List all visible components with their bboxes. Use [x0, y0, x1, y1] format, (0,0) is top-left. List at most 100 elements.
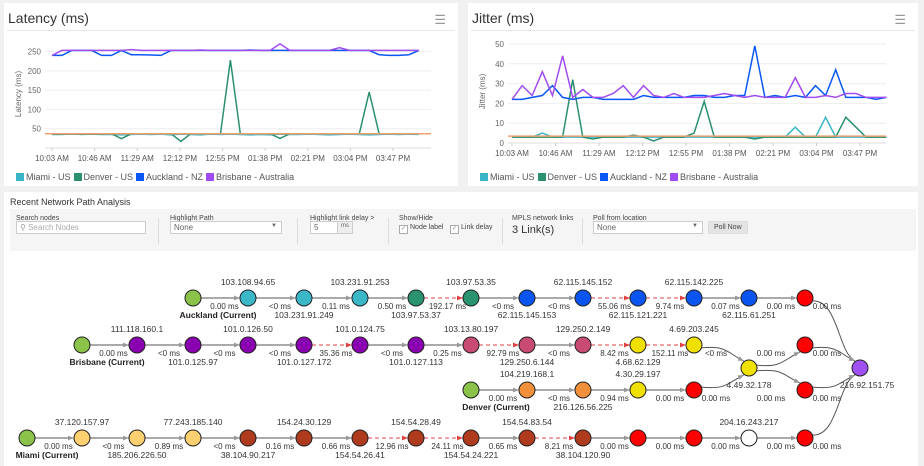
node-b1 [128, 336, 146, 354]
link-delay-label: 0.00 ms [44, 442, 72, 451]
showhide-label: Show/Hide [399, 215, 433, 222]
node-a8 [629, 289, 647, 307]
hamburger-menu-icon[interactable]: ☰ [434, 12, 446, 27]
node-d4 [685, 381, 703, 399]
link [811, 346, 856, 362]
node-label-checkbox[interactable]: ✓ Node label [399, 224, 443, 234]
node-ip-label: 38.104.120.90 [556, 450, 611, 460]
x-tick-label: 10:46 AM [539, 149, 573, 158]
node-b8 [518, 336, 536, 354]
legend-item[interactable]: Brisbane - Australia [670, 172, 758, 182]
node-a1 [239, 289, 257, 307]
search-input[interactable]: ⚲ Search Nodes [16, 221, 146, 234]
source-node-label: Denver (Current) [462, 402, 530, 412]
x-tick-label: 10:03 AM [495, 149, 529, 158]
link-delay-label: 192.17 ms [429, 302, 466, 311]
y-tick-label: 20 [495, 99, 504, 108]
x-tick-label: 02:21 PM [756, 149, 791, 158]
y-tick-label: 30 [495, 80, 504, 89]
node-m9 [518, 429, 536, 447]
node-b12 [796, 336, 814, 354]
source-node-label: Auckland (Current) [180, 310, 257, 320]
link-delay-label: 0.25 ms [433, 349, 461, 358]
legend-item[interactable]: Miami - US [16, 172, 71, 182]
x-tick-label: 01:38 PM [248, 154, 283, 163]
link-delay-label: 0.00 ms [99, 349, 127, 358]
node-b2 [184, 336, 202, 354]
link-delay-label: 8.42 ms [600, 349, 628, 358]
x-tick-label: 12:55 PM [205, 154, 240, 163]
link-delay-label: 0.00 ms [767, 302, 795, 311]
legend-item[interactable]: Miami - US [480, 172, 535, 182]
y-tick-label: 50 [495, 40, 504, 49]
source-node-label: Brisbane (Current) [69, 357, 144, 367]
node-b11 [685, 336, 703, 354]
latency-chart: 50 100 150 200 250 10:03 AM 10:46 AM 11:29 AM 12… [14, 43, 431, 163]
legend-label: Brisbane - Australia [680, 172, 759, 182]
divider [502, 218, 503, 244]
link-delay-label: 0.00 ms [600, 442, 628, 451]
node-ip-label: 37.120.157.97 [55, 417, 110, 427]
legend-swatch [537, 173, 546, 181]
node-m7 [407, 429, 425, 447]
legend-item[interactable]: Auckland - NZ [136, 172, 203, 182]
node-a9 [685, 289, 703, 307]
node-ip-label: 129.250.6.144 [500, 357, 555, 367]
link-delay-label: <0 ms [269, 349, 291, 358]
node-h [740, 359, 758, 377]
node-ip-label: 103.108.94.65 [221, 277, 276, 287]
node-label-text: Node label [410, 224, 444, 231]
link-delay-label: 0.00 ms [757, 394, 785, 403]
node-ip-label: 103.97.53.37 [391, 310, 441, 320]
node-ip-label: 104.219.168.1 [500, 369, 555, 379]
legend-item[interactable]: Auckland - NZ [600, 172, 667, 182]
node-ip-label: 103.13.80.197 [444, 324, 499, 334]
y-tick-label: 200 [28, 67, 42, 76]
link [755, 351, 801, 367]
link-delay-label: Highlight link delay > [310, 215, 375, 222]
legend-item[interactable]: Brisbane - Australia [206, 172, 294, 182]
node-m6 [351, 429, 369, 447]
node-m11 [629, 429, 647, 447]
node-ip-label: 62.115.145.152 [554, 277, 613, 287]
link-delay-label: 0.00 ms [489, 394, 517, 403]
link-delay-label: 0.65 ms [489, 442, 517, 451]
node-b10 [629, 336, 647, 354]
link-delay-input[interactable]: 5 [310, 221, 338, 234]
legend-label: Denver - US [547, 172, 598, 182]
node-ip-label: 103.231.91.253 [330, 277, 389, 287]
y-tick-label: 50 [32, 125, 41, 134]
link-delay-label: <0 ms [381, 349, 403, 358]
x-tick-label: 11:29 AM [582, 149, 616, 158]
jitter-title: Jitter (ms) [472, 10, 535, 26]
node-ip-label: 129.250.2.149 [556, 324, 611, 334]
node-ip-label: 4.68.62.129 [616, 357, 661, 367]
legend-swatch [206, 173, 215, 181]
link-delay-checkbox[interactable]: ✓ Link delay [450, 224, 493, 234]
x-tick-label: 10:46 AM [78, 154, 112, 163]
link-delay-label: 9.74 ms [656, 302, 684, 311]
link-delay-unit: ms [337, 221, 353, 234]
link [811, 374, 856, 436]
link-delay-label: 0.07 ms [711, 302, 739, 311]
legend-item[interactable]: Denver - US [73, 172, 133, 182]
legend-label: Brisbane - Australia [216, 172, 295, 182]
node-m0 [18, 429, 36, 447]
node-a7 [574, 289, 592, 307]
hamburger-menu-icon[interactable]: ☰ [894, 12, 906, 27]
link-delay-label: 0.00 ms [813, 349, 841, 358]
y-tick-label: 10 [495, 119, 504, 128]
x-tick-label: 03:04 PM [799, 149, 834, 158]
legend-swatch [600, 173, 609, 181]
node-b0 [73, 336, 91, 354]
node-ip-label: 154.54.83.54 [502, 417, 552, 427]
legend-item[interactable]: Denver - US [537, 172, 598, 182]
x-tick-label: 02:21 PM [291, 154, 326, 163]
highlight-path-select[interactable]: None ▼ [170, 221, 282, 234]
poll-location-select[interactable]: None ▼ [593, 221, 703, 234]
divider [7, 30, 455, 31]
node-ip-label: 4.49.32.178 [727, 380, 772, 390]
poll-now-button[interactable]: Poll Now [708, 221, 748, 234]
network-path-diagram[interactable]: 0.00 ms <0 ms 0.11 ms 0.50 ms 192.17 ms <0 ms… [4, 192, 918, 466]
link-delay-label: 152.11 ms [652, 349, 689, 358]
